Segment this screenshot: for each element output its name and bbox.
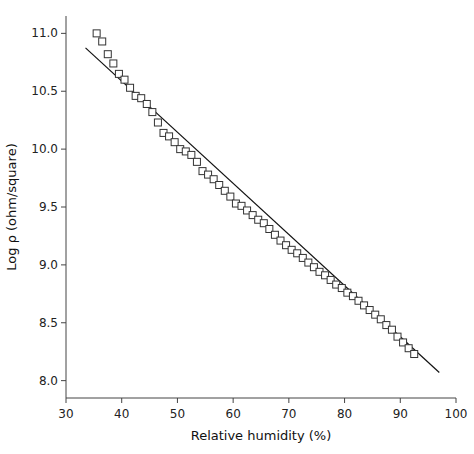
y-tick-label: 8.5 xyxy=(39,316,58,330)
x-tick xyxy=(177,398,178,403)
y-tick xyxy=(61,91,66,92)
y-tick xyxy=(61,264,66,265)
point xyxy=(154,119,161,126)
point xyxy=(99,38,106,45)
x-tick-label: 30 xyxy=(58,407,73,421)
x-tick xyxy=(400,398,401,403)
y-tick-label: 9.0 xyxy=(39,258,58,272)
x-tick xyxy=(121,398,122,403)
y-tick xyxy=(61,33,66,34)
x-tick xyxy=(456,398,457,403)
x-tick xyxy=(233,398,234,403)
y-tick xyxy=(61,322,66,323)
point xyxy=(143,100,150,107)
point xyxy=(127,84,134,91)
point xyxy=(171,139,178,146)
point xyxy=(93,30,100,37)
y-tick xyxy=(61,149,66,150)
point xyxy=(121,76,128,83)
x-tick-label: 100 xyxy=(445,407,468,421)
point xyxy=(188,151,195,158)
y-tick-label: 10.5 xyxy=(31,84,58,98)
x-tick xyxy=(66,398,67,403)
point xyxy=(193,158,200,165)
point xyxy=(227,193,234,200)
x-axis-label: Relative humidity (%) xyxy=(191,428,332,443)
x-tick-label: 90 xyxy=(393,407,408,421)
plot-area xyxy=(86,30,440,373)
x-tick xyxy=(288,398,289,403)
y-tick-label: 10.0 xyxy=(31,142,58,156)
x-tick-label: 80 xyxy=(337,407,352,421)
point xyxy=(388,326,395,333)
y-tick xyxy=(61,380,66,381)
x-tick xyxy=(344,398,345,403)
y-tick xyxy=(61,207,66,208)
point xyxy=(110,60,117,67)
y-axis-label: Log ρ (ohm/square) xyxy=(4,143,19,270)
fit-line xyxy=(86,48,440,373)
x-axis-line xyxy=(66,398,456,399)
y-tick-label: 11.0 xyxy=(31,26,58,40)
y-tick-label: 9.5 xyxy=(39,200,58,214)
x-tick-label: 40 xyxy=(114,407,129,421)
point xyxy=(149,109,156,116)
chart: 30 40 50 60 70 80 90 100 8.0 8.5 9.0 9.5 10.0 10.5 11.… xyxy=(0,0,474,454)
point xyxy=(411,351,418,358)
x-tick-label: 60 xyxy=(226,407,241,421)
x-tick-label: 70 xyxy=(281,407,296,421)
point xyxy=(104,51,111,58)
y-tick-label: 8.0 xyxy=(39,374,58,388)
x-tick-label: 50 xyxy=(170,407,185,421)
